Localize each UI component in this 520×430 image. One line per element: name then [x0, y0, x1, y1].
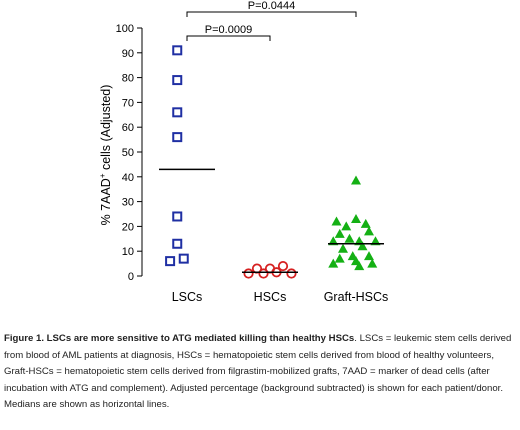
y-tick-label: 50	[122, 147, 134, 159]
lsc-point	[165, 256, 176, 267]
hsc-point	[258, 268, 269, 279]
y-tick-label: 100	[116, 23, 134, 35]
x-axis: LSCs HSCs Graft-HSCs	[172, 290, 389, 304]
lsc-point	[172, 45, 183, 56]
graft-hsc-point	[364, 226, 374, 236]
graft-hsc-point	[331, 216, 342, 226]
graft-hsc-point	[338, 243, 348, 253]
graft-hsc-point	[357, 241, 368, 251]
graft-hsc-point	[334, 253, 345, 263]
y-tick-label: 90	[122, 48, 134, 60]
hsc-point	[243, 268, 254, 279]
graft-hsc-point	[364, 251, 374, 261]
median-lines	[159, 168, 384, 274]
p-value-label: P=0.0009	[205, 24, 252, 36]
significance-brackets: P=0.0009 P=0.0444	[186, 0, 357, 41]
y-label-text: % 7AAD	[99, 178, 113, 225]
lsc-point	[172, 107, 183, 118]
graft-hsc-point	[354, 261, 365, 271]
y-tick-label: 20	[122, 221, 134, 233]
scatter-chart: 0 10 20 30 40 50 60 70 80 90 100 LSCs HSCs Graft-HSC…	[98, 0, 389, 304]
y-tick-label: 40	[122, 172, 134, 184]
y-axis: 0 10 20 30 40 50 60 70 80 90 100	[116, 23, 143, 283]
y-tick-label: 60	[122, 122, 134, 134]
graft-hsc-point	[334, 228, 345, 238]
lsc-point	[172, 211, 183, 222]
graft-hsc-point	[344, 233, 355, 243]
lsc-point	[172, 238, 183, 249]
x-category-label: LSCs	[172, 290, 203, 304]
caption-label: Figure 1.	[4, 333, 44, 344]
caption-title: LSCs are more sensitive to ATG mediated …	[46, 333, 355, 344]
significance-bracket	[186, 35, 271, 41]
y-tick-label: 70	[122, 97, 134, 109]
y-tick-label: 30	[122, 197, 134, 209]
y-tick-label: 10	[122, 246, 134, 258]
data-points	[165, 45, 381, 279]
y-tick-label: 80	[122, 73, 134, 85]
y-tick-label: 0	[128, 271, 134, 283]
caption-body: . LSCs = leukemic stem cells derived fro…	[4, 333, 512, 410]
y-label-superscript: +	[98, 173, 107, 178]
x-category-label: HSCs	[254, 290, 287, 304]
hsc-point	[277, 260, 289, 272]
graft-hsc-point	[360, 218, 371, 228]
lsc-point	[178, 253, 189, 264]
y-axis-label: % 7AAD+ cells (Adjusted)	[98, 85, 113, 226]
p-value-label: P=0.0444	[248, 0, 295, 12]
x-category-label: Graft-HSCs	[324, 290, 389, 304]
graft-hsc-point	[351, 175, 361, 185]
y-label-text-end: cells (Adjusted)	[99, 85, 113, 174]
graft-hsc-point	[351, 213, 361, 223]
graft-hsc-point	[328, 258, 339, 268]
figure-caption: Figure 1. LSCs are more sensitive to ATG…	[4, 331, 516, 414]
graft-hsc-point	[341, 221, 352, 231]
lsc-point	[172, 132, 183, 143]
graft-hsc-point	[367, 258, 378, 268]
lsc-point	[172, 75, 183, 86]
hsc-point	[286, 268, 297, 279]
significance-bracket	[186, 11, 357, 17]
